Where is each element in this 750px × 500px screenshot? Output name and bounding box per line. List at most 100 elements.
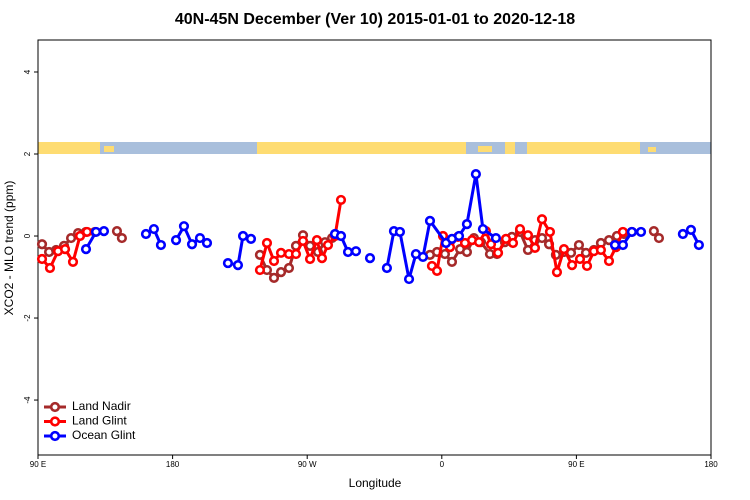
data-point	[261, 237, 273, 249]
data-point	[304, 253, 316, 265]
data-point	[446, 256, 458, 267]
data-point	[80, 244, 92, 255]
data-point	[59, 244, 71, 255]
data-point	[514, 223, 526, 235]
data-point	[90, 226, 102, 238]
data-point	[335, 230, 347, 242]
data-point	[342, 246, 354, 258]
data-point	[617, 226, 629, 238]
data-point	[544, 226, 556, 238]
data-point	[461, 219, 473, 230]
data-point	[648, 225, 659, 237]
data-point	[311, 235, 323, 246]
data-point	[44, 262, 56, 274]
data-point	[268, 255, 280, 267]
data-point	[529, 242, 541, 254]
data-point	[36, 253, 48, 265]
data-point	[381, 262, 393, 274]
data-point	[424, 215, 436, 226]
data-point	[551, 267, 563, 278]
chart-title: 40N-45N December (Ver 10) 2015-01-01 to …	[175, 11, 575, 28]
data-point	[283, 262, 295, 274]
data-point	[155, 239, 167, 251]
x-tick-label: 180	[704, 460, 718, 469]
legend-marker	[49, 401, 61, 413]
y-tick-label: 4	[23, 69, 32, 74]
x-tick-label: 0	[440, 460, 445, 469]
data-point	[574, 253, 586, 265]
data-point	[394, 226, 406, 238]
data-point	[98, 225, 110, 237]
data-point	[170, 235, 182, 246]
y-tick-label: -2	[23, 314, 32, 322]
data-point	[677, 228, 688, 240]
data-point	[201, 237, 213, 249]
data-point	[431, 265, 443, 276]
data-point	[254, 264, 266, 276]
data-point	[290, 248, 302, 260]
legend-label: Land Glint	[72, 414, 127, 428]
land-sea-strip	[38, 142, 711, 154]
data-point	[595, 244, 607, 256]
data-point	[178, 221, 190, 232]
data-point	[522, 230, 534, 241]
data-point	[322, 239, 334, 251]
data-point	[558, 244, 570, 255]
legend-label: Ocean Glint	[72, 428, 136, 442]
data-point	[350, 246, 362, 257]
data-point	[693, 239, 704, 251]
data-point	[232, 260, 244, 271]
legend-marker	[49, 430, 61, 442]
data-point	[186, 239, 198, 250]
y-tick-label: -4	[23, 396, 32, 404]
data-point	[500, 233, 512, 244]
data-point	[275, 267, 287, 278]
y-tick-label: 0	[23, 233, 32, 238]
x-axis-label: Longitude	[349, 476, 402, 490]
data-point	[573, 239, 585, 251]
data-point	[653, 232, 665, 244]
data-point	[581, 260, 593, 272]
legend-marker	[49, 416, 61, 427]
data-point	[316, 253, 328, 264]
x-tick-label: 90 E	[30, 460, 46, 469]
legend-label: Land Nadir	[72, 399, 131, 413]
data-point	[492, 247, 504, 258]
data-point	[507, 237, 519, 249]
data-point	[36, 239, 48, 250]
y-axis-label: XCO2 - MLO trend (ppm)	[2, 181, 16, 316]
data-point	[617, 239, 629, 251]
data-point	[140, 228, 152, 240]
x-tick-label: 180	[166, 460, 180, 469]
data-point	[473, 237, 485, 248]
x-tick-label: 90 W	[298, 460, 317, 469]
data-point	[237, 230, 249, 242]
plot-frame	[37, 39, 712, 456]
data-point	[603, 255, 615, 267]
data-point	[566, 260, 578, 271]
data-point	[65, 232, 77, 244]
data-point	[403, 273, 415, 285]
data-point	[297, 235, 309, 247]
data-point	[609, 239, 621, 251]
data-point	[461, 246, 473, 258]
data-point	[364, 253, 376, 264]
data-point	[81, 226, 93, 238]
data-point	[635, 226, 647, 238]
data-point	[626, 226, 637, 238]
data-point	[148, 223, 160, 235]
data-point	[111, 225, 123, 237]
data-point	[536, 214, 548, 225]
data-point	[490, 232, 502, 244]
data-point	[275, 247, 287, 258]
data-point	[335, 194, 347, 206]
data-point	[417, 251, 429, 263]
data-point	[222, 257, 234, 269]
y-tick-label: 2	[23, 151, 32, 156]
data-point	[485, 239, 497, 250]
data-point	[194, 232, 206, 244]
data-point	[470, 168, 481, 180]
data-point	[685, 224, 697, 235]
data-point	[245, 233, 257, 244]
